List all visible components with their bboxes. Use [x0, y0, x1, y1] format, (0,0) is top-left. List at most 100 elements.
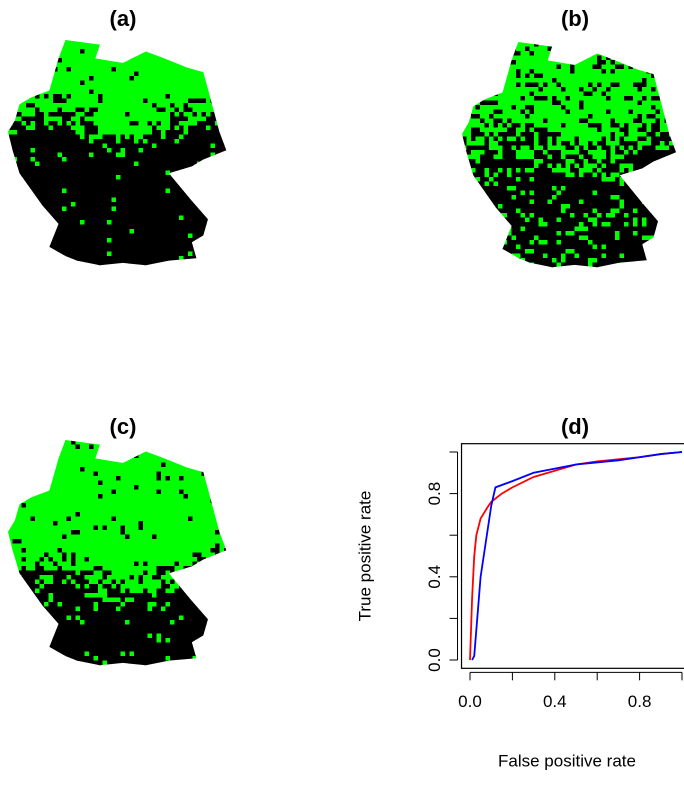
map-cell	[156, 116, 162, 122]
map-cell	[615, 181, 620, 187]
map-cell	[224, 49, 227, 54]
map-cell	[17, 251, 22, 257]
map-cell	[601, 141, 607, 146]
map-cell	[574, 177, 580, 182]
map-cell	[44, 125, 49, 131]
map-cell	[570, 78, 575, 83]
map-cell	[143, 202, 148, 207]
map-cell	[615, 213, 620, 218]
map-cell	[597, 159, 602, 164]
map-cell	[507, 222, 512, 227]
map-cell	[529, 64, 535, 70]
map-cell	[143, 188, 148, 194]
map-cell	[655, 141, 661, 146]
map-cell	[17, 161, 22, 167]
map-cell	[116, 202, 121, 207]
map-cell	[57, 242, 63, 248]
map-cell	[547, 91, 553, 97]
map-cell	[53, 211, 58, 216]
map-cell	[8, 233, 13, 239]
map-cell	[197, 80, 202, 86]
map-cell	[57, 80, 63, 86]
map-cell	[493, 91, 499, 97]
map-cell	[17, 157, 22, 162]
map-cell	[71, 202, 76, 207]
map-cell	[219, 121, 225, 126]
map-cell	[552, 249, 557, 254]
map-cell	[588, 199, 593, 205]
map-cell	[534, 73, 539, 79]
map-cell	[102, 211, 108, 216]
map-cell	[48, 125, 54, 131]
map-cell	[89, 62, 94, 68]
map-cell	[138, 152, 144, 158]
map-cell	[120, 224, 126, 230]
map-cell	[592, 195, 598, 200]
map-cell	[229, 90, 234, 95]
map-cell	[134, 53, 139, 59]
map-cell	[633, 249, 638, 254]
map-cell	[520, 154, 526, 160]
map-cell	[493, 51, 499, 56]
map-cell	[224, 130, 227, 135]
map-cell	[624, 190, 629, 196]
map-cell	[161, 143, 166, 149]
map-cell	[111, 260, 117, 266]
map-cell	[134, 175, 139, 180]
map-cell	[624, 204, 629, 209]
map-cell	[588, 42, 593, 47]
map-cell	[516, 96, 521, 101]
map-cell	[84, 170, 90, 176]
map-cell	[538, 132, 544, 137]
map-cell	[525, 159, 530, 164]
map-cell	[673, 42, 677, 47]
map-cell	[84, 242, 90, 248]
map-cell	[520, 181, 526, 187]
map-cell	[93, 139, 99, 144]
map-cell	[565, 235, 571, 241]
map-cell	[561, 136, 566, 142]
map-cell	[588, 127, 593, 133]
map-cell	[664, 141, 670, 146]
map-cell	[660, 69, 665, 74]
map-cell	[547, 118, 553, 124]
map-cell	[583, 172, 589, 178]
map-cell	[502, 105, 508, 110]
map-cell	[480, 60, 485, 65]
map-cell	[26, 193, 31, 198]
map-cell	[89, 94, 94, 99]
map-cell	[102, 179, 108, 185]
map-cell	[179, 67, 184, 72]
map-cell	[17, 89, 22, 95]
map-cell	[646, 204, 652, 209]
map-cell	[642, 204, 647, 209]
map-cell	[210, 143, 216, 149]
map-cell	[147, 260, 153, 266]
map-cell	[224, 179, 227, 185]
map-cell	[93, 58, 99, 63]
map-cell	[75, 94, 81, 99]
map-cell	[475, 231, 481, 236]
map-cell	[111, 215, 117, 221]
map-cell	[201, 62, 207, 68]
map-cell	[48, 49, 54, 54]
map-cell	[498, 226, 503, 232]
map-cell	[215, 53, 220, 59]
map-cell	[525, 96, 530, 101]
map-cell	[35, 116, 40, 122]
map-cell	[107, 220, 112, 225]
map-cell	[480, 127, 485, 133]
map-cell	[53, 143, 58, 149]
map-cell	[556, 154, 562, 160]
map-cell	[655, 244, 661, 250]
map-cell	[107, 206, 112, 212]
map-cell	[471, 123, 476, 128]
map-cell	[143, 256, 148, 261]
map-cell	[588, 253, 593, 259]
map-cell	[138, 134, 144, 140]
map-cell	[143, 193, 148, 198]
map-cell	[215, 197, 220, 203]
map-cell	[475, 64, 481, 70]
map-cell	[75, 251, 81, 257]
map-cell	[484, 168, 490, 173]
